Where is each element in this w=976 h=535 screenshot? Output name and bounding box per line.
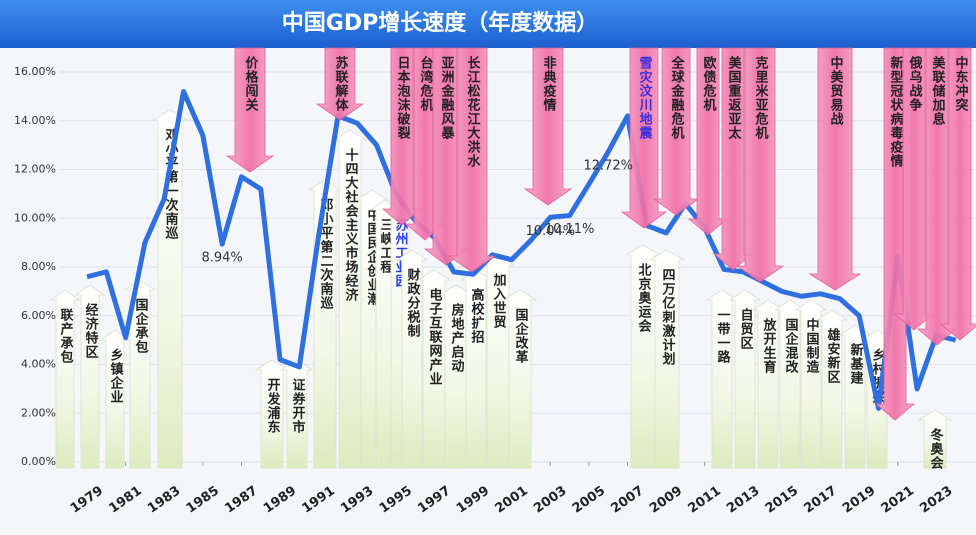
event-label: 长江松花江大洪水 [465,55,481,168]
y-tick-label: 6.00% [21,309,56,322]
event-label: 美联储加息 [930,55,947,126]
policy-label: 高校扩招 [469,287,485,344]
policy-label: 中国制造 [804,317,820,374]
event-arrow [735,47,785,283]
policy-arrow [74,284,106,469]
event-label: 苏联解体 [333,55,350,112]
policy-label: 放开生育 [761,317,778,374]
event-label: 新型冠状病毒疫情 [888,55,904,168]
event-label: 非典疫情 [541,55,557,112]
event-label: 日本泡沫破裂 [395,56,412,140]
policy-label: 开发浦东 [265,378,282,434]
policy-label: 冬奥会 [928,427,944,470]
event-label: 美国重返亚太 [726,55,743,140]
policy-arrow [254,359,290,469]
y-tick-label: 12.00% [14,163,56,176]
policy-arrow [123,279,157,469]
policy-arrow [917,409,953,469]
policy-label: 自贸区 [738,307,754,350]
event-arrow [523,47,573,206]
policy-arrow [648,249,686,469]
value-label: 10.11% [545,222,595,237]
event-arrow [447,47,497,273]
policy-arrow [728,289,762,469]
policy-label: 联产承包 [58,308,74,364]
policy-arrow [395,249,429,469]
event-arrow [225,47,275,173]
event-arrow [652,47,700,216]
event-label: 台湾危机 [418,55,434,112]
event-arrow [620,47,668,229]
event-arrow [916,47,958,346]
policy-arrow [815,309,849,469]
y-tick-label: 14.00% [14,114,56,127]
event-arrow [893,47,935,331]
policy-label: 电子互联网产业 [427,287,443,386]
policy-label: 乡镇企业 [108,347,125,404]
value-labels: 8.94% 10.04%10.11% 12.72% [201,158,633,265]
value-label: 12.72% [583,158,633,173]
policy-label: 雄安新区 [825,327,842,384]
policy-arrow [502,289,538,469]
event-label: 雪灾汶川地震 [637,55,654,140]
event-arrow [712,47,754,271]
policy-label: 财政分税制 [405,267,421,338]
y-tick-label: 0.00% [21,455,56,468]
policy-label: 加入世贸 [491,273,508,329]
header-bar [0,0,976,48]
policy-arrow [751,299,785,469]
event-arrow [687,47,729,236]
policy-label: 北京奥运会 [636,263,652,333]
y-tick-label: 10.00% [14,211,56,224]
policy-arrow [99,329,131,469]
policy-label: 三峡工程 [378,218,394,274]
policy-label: 四万亿刺激计划 [660,268,677,366]
policy-label: 国企承包 [133,298,150,354]
event-arrow [939,47,976,341]
series [86,89,957,411]
policy-label: 国企混改 [783,318,800,374]
event-label: 全球金融危机 [669,55,686,140]
y-tick-label: 8.00% [21,260,56,273]
event-label: 俄乌战争 [907,55,924,112]
event-arrow [315,47,365,121]
policy-arrow [49,289,81,469]
y-tick-label: 4.00% [21,358,56,371]
event-label: 中东冲突 [953,55,969,112]
policy-label: 经济特区 [83,302,99,359]
event-label: 亚洲金融风暴 [439,56,456,140]
value-label: 8.94% [201,251,242,266]
policy-label: 一带一路 [715,308,731,364]
policy-label: 房地产启动 [449,302,465,373]
chart-title: 中国GDP增长速度（年度数据） [282,10,598,36]
value-label: 10.04% [526,224,576,239]
event-label: 中美贸易战 [828,55,844,126]
policy-arrow [794,299,828,469]
event-label: 欧债危机 [701,55,717,112]
policy-arrow [773,299,807,469]
event-arrow [808,47,862,291]
policy-arrow [459,269,493,469]
y-tick-label: 16.00% [14,65,56,78]
policy-arrow [705,289,739,469]
event-label: 价格闯关 [243,56,259,112]
policy-label: 证券开市 [290,378,307,434]
event-arrow [381,47,423,226]
policy-label: 国企改革 [513,308,530,364]
series-line [86,89,957,411]
event-arrows: 价格闯关 苏联解体 日本泡沫破裂 台湾危机 亚洲金融风暴 长江松花江大洪水 非典疫情 雪灾汶川… [225,47,976,421]
policy-label: 十四大社会主义市场经济 [343,147,360,302]
policy-arrow [280,359,314,469]
event-label: 克里米亚危机 [753,55,769,140]
y-tick-label: 2.00% [21,406,56,419]
policy-label: 新基建 [848,342,865,385]
